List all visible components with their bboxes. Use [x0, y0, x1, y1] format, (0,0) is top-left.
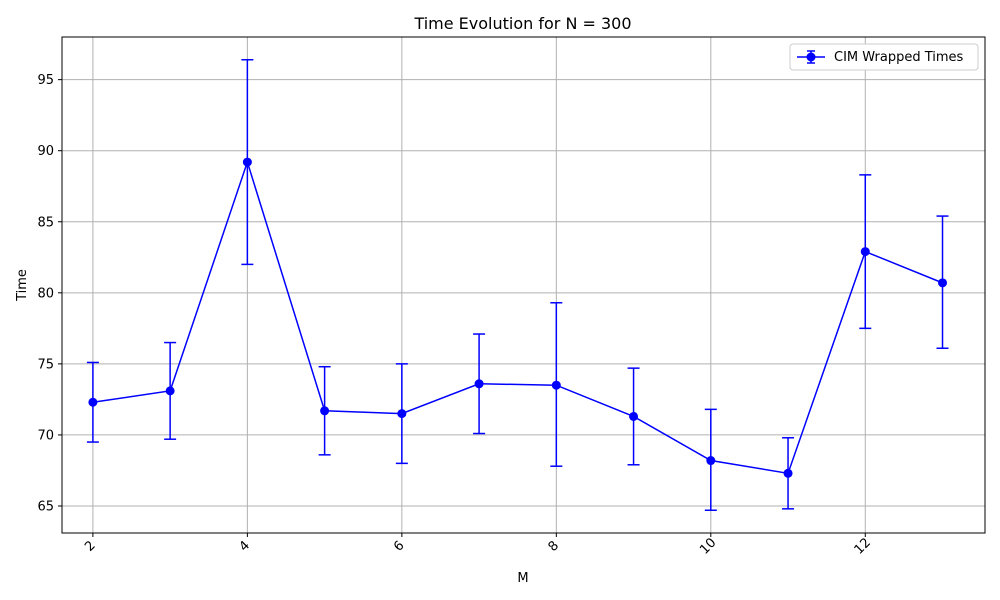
- data-point: [88, 397, 98, 407]
- data-point: [629, 411, 639, 421]
- data-point: [165, 386, 175, 396]
- data-point: [551, 380, 561, 390]
- y-tick-label: 75: [37, 357, 54, 372]
- chart-title: Time Evolution for N = 300: [413, 14, 631, 33]
- legend-box: [789, 43, 979, 71]
- plot-frame: [61, 36, 986, 534]
- data-point: [397, 409, 407, 419]
- y-tick-label: 70: [37, 428, 54, 443]
- legend-label: CIM Wrapped Times: [834, 50, 964, 65]
- data-point: [938, 278, 948, 288]
- data-point: [320, 406, 330, 416]
- data-point: [474, 379, 484, 389]
- y-tick-label: 95: [37, 73, 54, 88]
- y-axis-label: Time: [15, 269, 30, 302]
- y-tick-label: 80: [37, 286, 54, 301]
- data-point: [783, 468, 793, 478]
- data-point: [242, 157, 252, 167]
- y-tick-label: 65: [37, 499, 54, 514]
- y-tick-label: 90: [37, 144, 54, 159]
- x-axis-label: M: [517, 571, 528, 586]
- data-point: [706, 456, 716, 466]
- legend: CIM Wrapped Times: [789, 43, 979, 71]
- data-point: [860, 247, 870, 257]
- y-tick-label: 85: [37, 215, 54, 230]
- legend-marker: [806, 52, 816, 62]
- series-layer: [86, 58, 949, 512]
- series-line: [92, 159, 943, 475]
